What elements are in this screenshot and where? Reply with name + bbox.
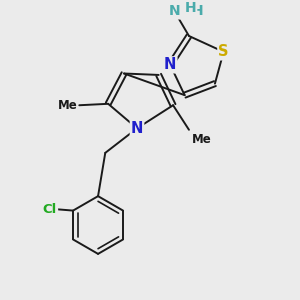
Text: N: N [169,4,180,18]
Text: Me: Me [58,99,78,112]
Text: Cl: Cl [43,202,57,216]
Text: H: H [192,4,203,18]
Text: H: H [184,1,196,15]
Text: Me: Me [192,133,212,146]
Text: S: S [218,44,229,59]
Text: N: N [164,57,176,72]
Text: N: N [131,121,143,136]
